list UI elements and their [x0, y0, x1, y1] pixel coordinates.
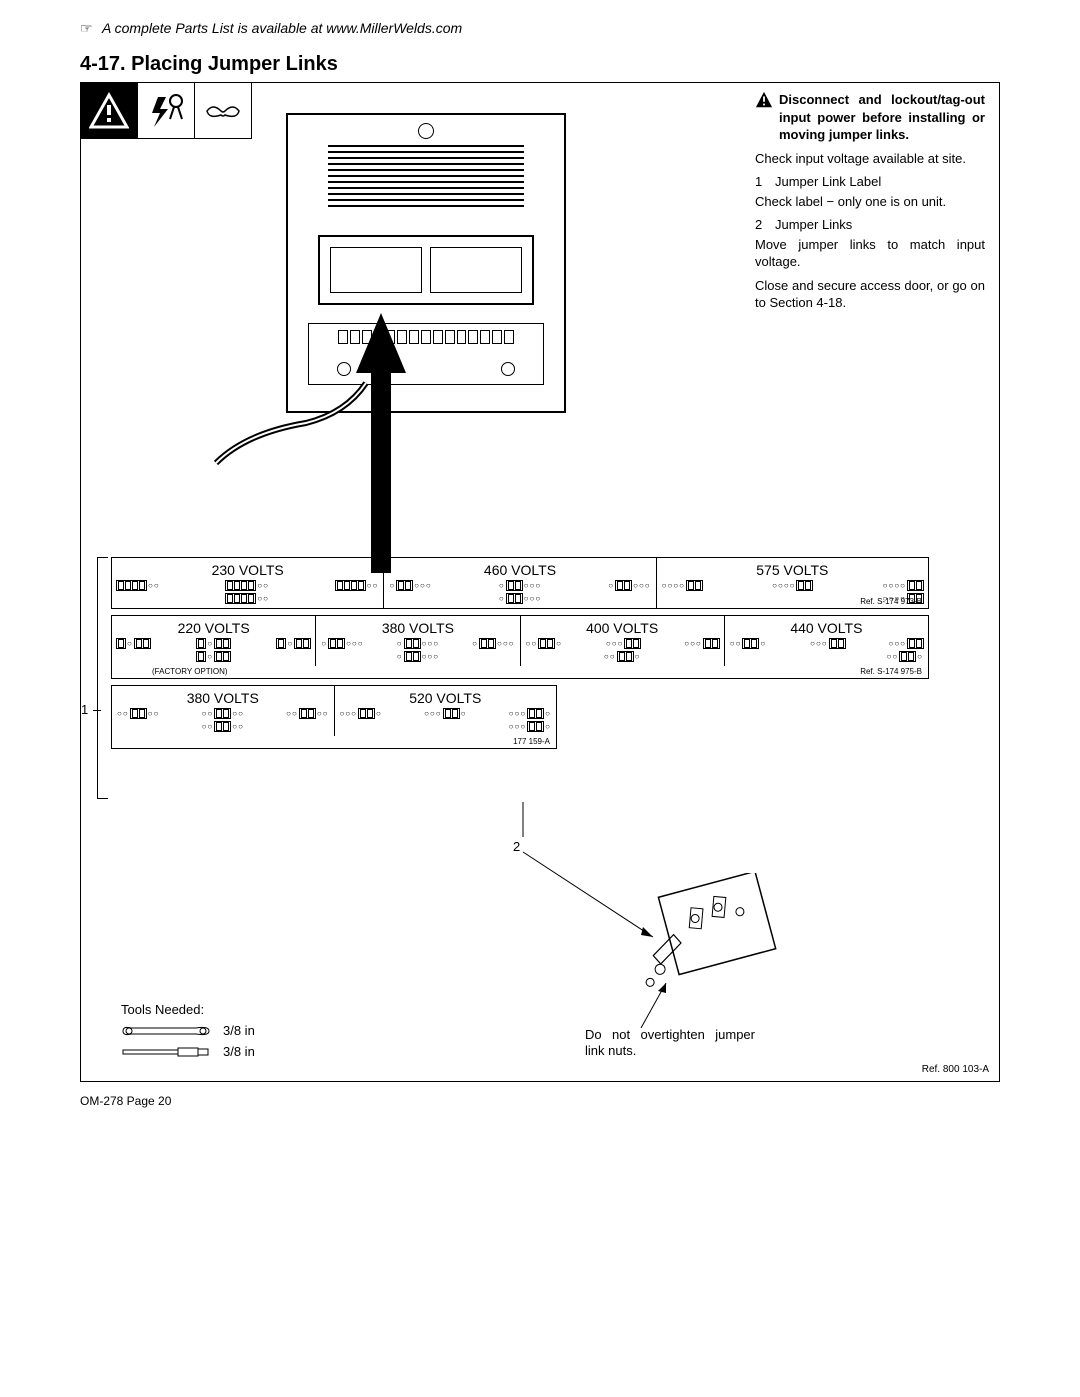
tool-size-2: 3/8 in [223, 1044, 255, 1059]
callout-2-label: 2 [513, 839, 520, 854]
item-2-text: Jumper Links [775, 216, 985, 234]
section-heading: 4-17. Placing Jumper Links [80, 53, 1000, 76]
callout-1-label: 1 [81, 702, 88, 717]
voltage-panel-2: 220 VOLTS ○ ○ ○ ○ 380 VOLTS ○○○ [111, 615, 929, 679]
nutdriver-icon [121, 1045, 211, 1059]
voltage-380: 380 VOLTS [320, 620, 515, 636]
section-title: Placing Jumper Links [131, 53, 338, 75]
main-figure-frame: Disconnect and lockout/tag-out input pow… [80, 82, 1000, 1082]
tools-needed: Tools Needed: 3/8 in 3/8 in [121, 1002, 255, 1059]
section-number: 4-17. [80, 53, 126, 75]
voltage-440: 440 VOLTS [729, 620, 924, 636]
detail-leader-line [636, 983, 676, 1033]
move-jumper-text: Move jumper links to match input voltage… [755, 236, 985, 271]
safety-icon-box [81, 83, 252, 139]
warning-triangle-icon [81, 83, 137, 138]
device-illustration [286, 113, 566, 423]
item-1-number: 1 [755, 173, 775, 191]
warning-icon [755, 91, 773, 109]
parts-list-note: ☞ A complete Parts List is available at … [80, 20, 1000, 37]
voltage-panel-3: 380 VOLTS ○○○○ ○○○○ ○○○○ ○○○○ 520 VOLTS [111, 685, 557, 749]
main-figure-ref: Ref. 800 103-A [922, 1064, 989, 1075]
tool-size-1: 3/8 in [223, 1023, 255, 1038]
voltage-520: 520 VOLTS [339, 690, 553, 706]
voltage-460: 460 VOLTS [388, 562, 651, 578]
wrench-icon [121, 1024, 211, 1038]
jumper-detail-illustration [581, 873, 781, 1013]
hand-icon: ☞ [80, 20, 93, 36]
overtighten-note: Do not overtighten jumper link nuts. [585, 1027, 755, 1058]
check-label-text: Check label − only one is on unit. [755, 193, 985, 211]
page-footer: OM-278 Page 20 [80, 1094, 1000, 1108]
electric-shock-icon [138, 83, 194, 138]
voltage-400: 400 VOLTS [525, 620, 720, 636]
factory-option-label: (FACTORY OPTION) [152, 667, 228, 676]
panel-2-ref: Ref. S-174 975-B [860, 667, 922, 676]
voltage-230: 230 VOLTS [116, 562, 379, 578]
safety-glasses-icon [195, 83, 251, 138]
voltage-575: 575 VOLTS [661, 562, 924, 578]
instructions-column: Disconnect and lockout/tag-out input pow… [755, 91, 985, 318]
tools-heading: Tools Needed: [121, 1002, 255, 1017]
warning-text: Disconnect and lockout/tag-out input pow… [779, 91, 985, 144]
panel-1-ref: Ref. S-174 973-B [860, 597, 922, 606]
item-2-number: 2 [755, 216, 775, 234]
item-1-text: Jumper Link Label [775, 173, 985, 191]
voltage-panel-1: 230 VOLTS ○○ ○○ ○○ ○○ 460 VOLTS [111, 557, 929, 609]
close-door-text: Close and secure access door, or go on t… [755, 277, 985, 312]
voltage-220: 220 VOLTS [116, 620, 311, 636]
check-voltage-text: Check input voltage available at site. [755, 150, 985, 168]
panel-3-ref: 177 159-A [513, 737, 550, 746]
voltage-380-b: 380 VOLTS [116, 690, 330, 706]
parts-list-text: A complete Parts List is available at ww… [102, 20, 462, 36]
voltage-panels: 1 230 VOLTS ○○ ○○ ○○ ○○ [111, 557, 929, 755]
